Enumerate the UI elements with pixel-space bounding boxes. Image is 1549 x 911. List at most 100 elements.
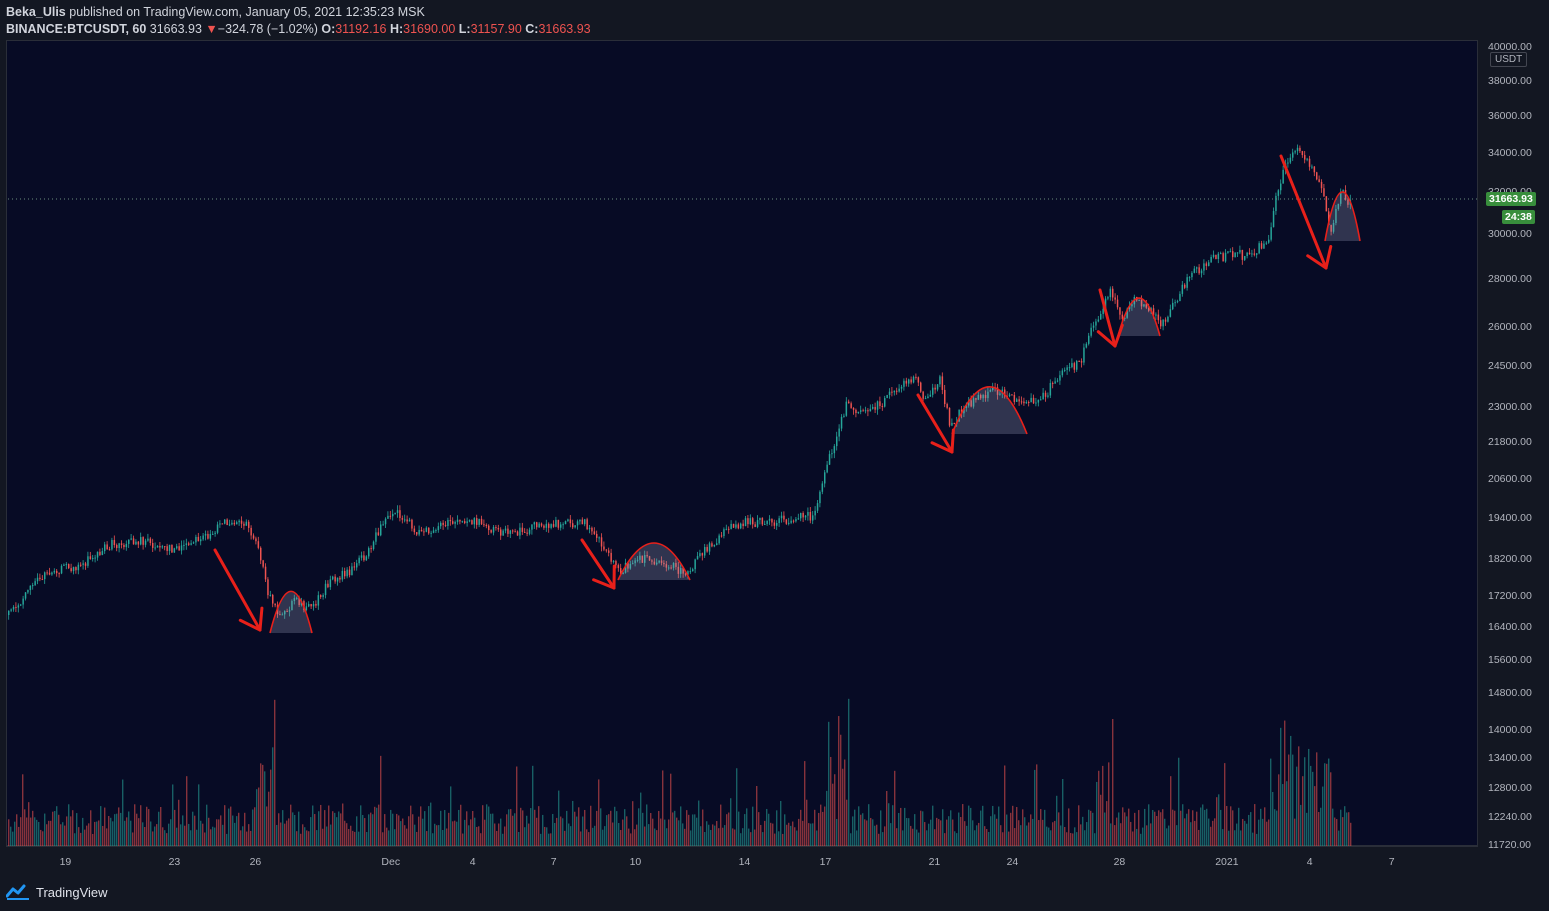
symbol-label[interactable]: BINANCE:BTCUSDT, 60 [6,22,147,36]
candle-body [1052,383,1054,385]
arrow-head [238,618,262,632]
candle-body [1092,325,1095,328]
volume-bar [812,823,814,846]
volume-bar [754,829,756,846]
chart-pane[interactable] [6,40,1478,846]
candle-body [788,522,790,524]
volume-bar [102,825,104,846]
volume-bar [176,827,178,846]
candle-body [20,604,22,606]
volume-bar [224,805,226,846]
candle-body [240,520,243,524]
volume-bar [1016,807,1018,846]
candle-body [1335,208,1337,223]
candle-body [864,410,867,412]
volume-bar [276,824,278,846]
candle-body [442,522,444,525]
candle-body [24,592,27,599]
volume-bar [544,826,546,846]
currency-unit[interactable]: USDT [1490,52,1528,67]
volume-bar [804,761,806,846]
candle-body [430,532,432,534]
volume-bar [126,817,128,846]
volume-bar [242,826,244,846]
annotation-arrow [1098,288,1117,348]
candle-body [1157,314,1160,321]
volume-bar [230,806,232,846]
price-tick-label: 21800.00 [1488,436,1532,448]
volume-bar [856,830,858,846]
volume-bar [396,813,398,846]
volume-bar [480,833,482,846]
volume-bar [490,813,492,846]
candle-body [1270,227,1272,240]
volume-bar [168,823,170,846]
candle-body [502,530,504,536]
price-tick-label: 12800.00 [1488,782,1532,794]
volume-bar [636,824,638,846]
volume-bar [890,823,892,846]
rounded-top-arc [1117,297,1161,337]
candle-body [192,542,195,544]
price-tick-label: 14000.00 [1488,724,1532,736]
candle-body [82,563,84,565]
volume-bar [182,815,184,846]
volume-bar [778,831,780,846]
volume-bar [672,812,674,846]
volume-bar [1080,824,1082,846]
candle-body [730,523,732,530]
candle-body [711,543,713,547]
candle-body [1064,369,1066,371]
volume-bar [340,813,342,846]
candle-body [699,553,701,557]
candle-body [526,532,528,534]
candle-body [759,517,761,521]
candle-body [317,595,320,606]
candle-body [1044,392,1047,397]
volume-bar [648,824,650,846]
volume-bar [294,814,296,846]
volume-bar [844,759,846,846]
candle-body [1268,239,1270,243]
candle-body [195,536,197,543]
brand[interactable]: TradingView [6,884,108,900]
candle-body [22,598,24,605]
candle-body [413,528,416,533]
candle-body [365,556,368,561]
volume-bar [84,829,86,846]
candle-body [1179,293,1181,302]
candle-body [101,551,104,555]
volume-bar [660,818,662,846]
candle-body [142,537,144,545]
candle-body [848,401,850,404]
price-axis[interactable]: USDT 40000.0038000.0036000.0034000.00320… [1478,40,1549,851]
candle-body [946,404,948,408]
volume-bar [1212,820,1214,846]
volume-bar [1150,823,1152,846]
volume-bar [950,810,952,846]
volume-bar [1078,805,1080,846]
candle-body [852,407,855,410]
author-name[interactable]: Beka_Ulis [6,5,66,19]
volume-bar [920,810,922,846]
arrow-head [950,428,955,454]
candle-body [596,533,598,538]
volume-bar [600,808,602,846]
candle-body [771,518,773,523]
volume-bar [646,804,648,846]
candle-body [773,522,776,526]
candle-body [305,606,308,611]
candle-body [708,543,711,552]
volume-bar [468,825,470,846]
candle-body [46,572,48,574]
volume-bar [366,832,368,846]
rounded-top-arc [951,386,1028,435]
time-axis[interactable]: 19 23 26 Dec 4 7 10 14 17 21 24 28 2021 4 7 [6,846,1478,875]
candle-body [173,548,176,553]
time-tick-label: 26 [249,856,262,868]
time-tick-label: 21 [928,856,941,868]
candle-body [1188,277,1191,279]
volume-bar [362,815,364,846]
volume-bar [590,805,592,846]
